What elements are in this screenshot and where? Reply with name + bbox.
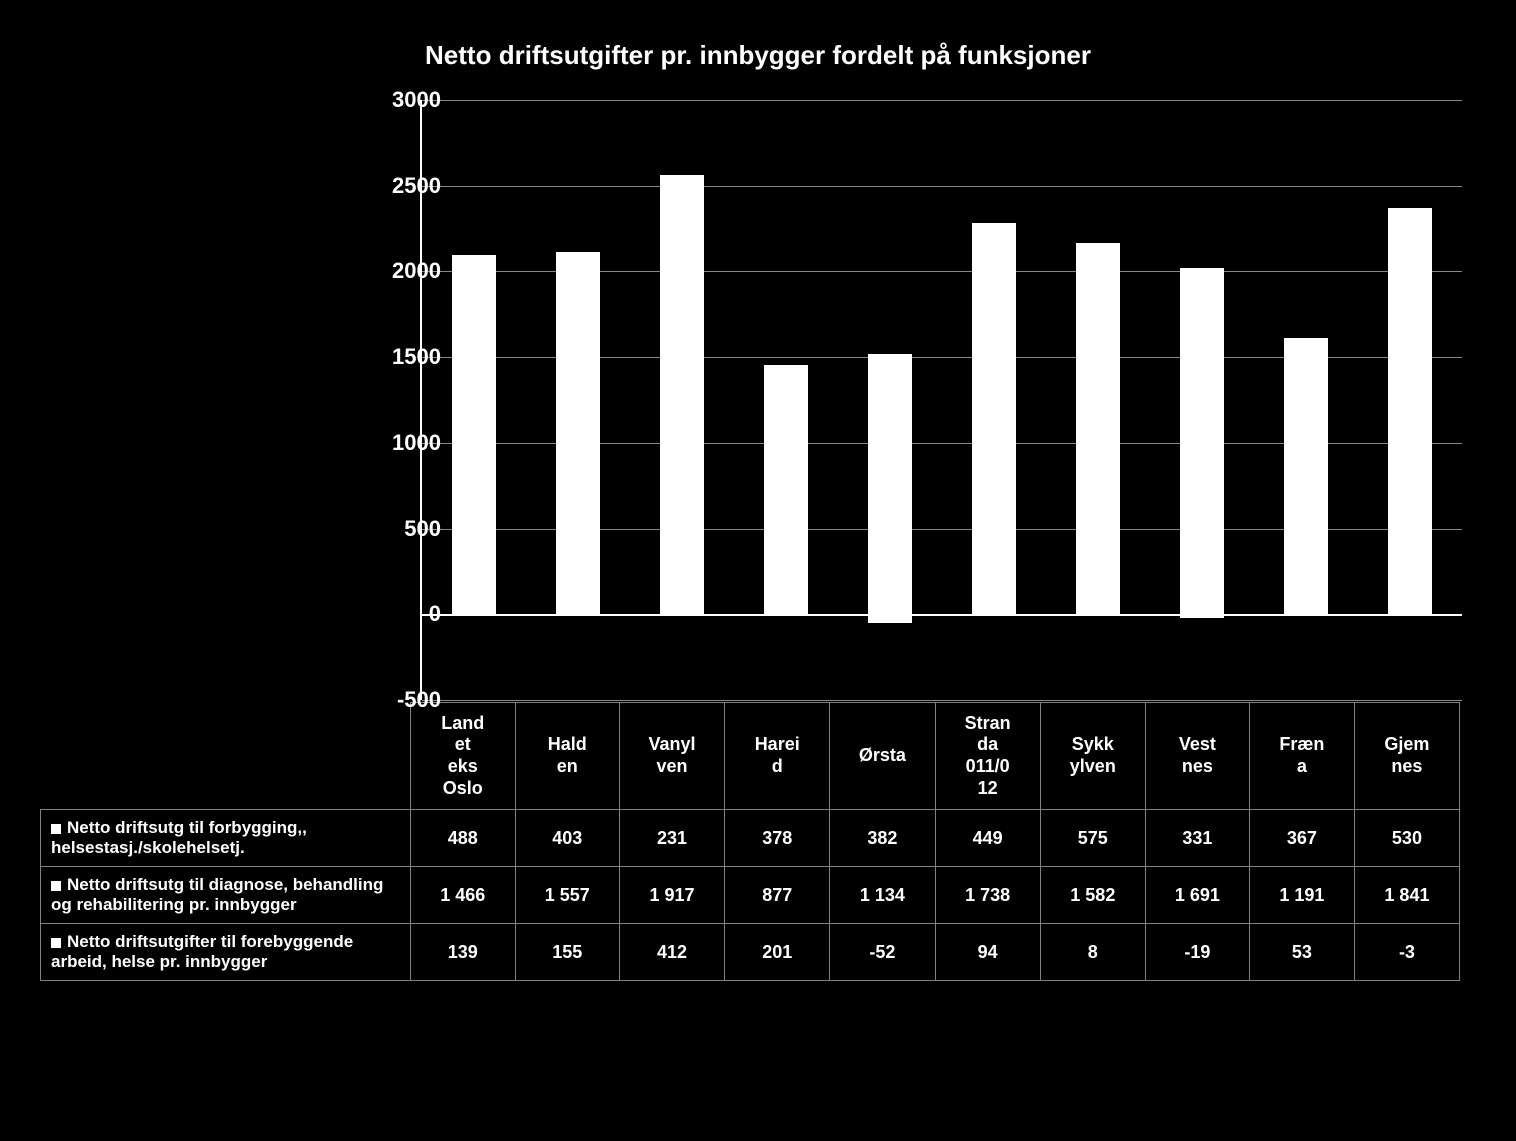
data-cell: 94	[935, 924, 1040, 981]
bar-negative	[868, 614, 912, 623]
data-cell: 1 582	[1040, 867, 1145, 924]
data-cell: 231	[619, 810, 724, 867]
y-tick-label: 500	[381, 516, 441, 542]
table-row: Netto driftsutgifter til forebyggende ar…	[41, 924, 1460, 981]
bar	[868, 354, 912, 614]
data-cell: 1 466	[410, 867, 515, 924]
bar	[1388, 208, 1432, 614]
data-cell: 201	[725, 924, 830, 981]
x-label: LandeteksOslo	[410, 703, 515, 810]
table-header-row: LandeteksOslo Halden Vanylven Hareid Ørs…	[41, 703, 1460, 810]
series-label: Netto driftsutg til forbygging,, helsest…	[41, 810, 411, 867]
data-cell: 53	[1249, 924, 1354, 981]
data-cell: 1 738	[935, 867, 1040, 924]
data-cell: 139	[410, 924, 515, 981]
data-cell: 367	[1249, 810, 1354, 867]
empty-header	[41, 703, 411, 810]
data-cell: -52	[830, 924, 935, 981]
y-tick-label: 3000	[381, 87, 441, 113]
data-cell: 877	[725, 867, 830, 924]
x-label: Vanylven	[619, 703, 724, 810]
series-label: Netto driftsutgifter til forebyggende ar…	[41, 924, 411, 981]
data-cell: 378	[725, 810, 830, 867]
x-label: Halden	[515, 703, 619, 810]
data-table: LandeteksOslo Halden Vanylven Hareid Ørs…	[40, 702, 1460, 981]
y-tick-label: 2500	[381, 173, 441, 199]
x-label: Sykkylven	[1040, 703, 1145, 810]
gridline	[422, 186, 1462, 187]
bar-negative	[1180, 614, 1224, 617]
y-tick-label: 2000	[381, 258, 441, 284]
data-cell: 8	[1040, 924, 1145, 981]
x-label: Stranda011/012	[935, 703, 1040, 810]
data-cell: 1 191	[1249, 867, 1354, 924]
bar	[660, 175, 704, 614]
chart-title: Netto driftsutgifter pr. innbygger forde…	[20, 40, 1496, 71]
y-tick-label: 0	[381, 601, 441, 627]
data-cell: 155	[515, 924, 619, 981]
data-cell: 1 691	[1145, 867, 1249, 924]
x-label: Gjemnes	[1354, 703, 1459, 810]
x-label: Fræna	[1249, 703, 1354, 810]
bar	[1076, 243, 1120, 614]
y-tick-label: -500	[381, 687, 441, 713]
data-cell: 575	[1040, 810, 1145, 867]
data-cell: 382	[830, 810, 935, 867]
data-cell: 488	[410, 810, 515, 867]
bar	[1180, 268, 1224, 615]
bar	[452, 255, 496, 614]
bar	[1284, 338, 1328, 614]
y-tick-label: 1000	[381, 430, 441, 456]
table-row: Netto driftsutg til diagnose, behandling…	[41, 867, 1460, 924]
legend-marker-icon	[51, 824, 61, 834]
bar-negative	[1388, 614, 1432, 615]
data-cell: -19	[1145, 924, 1249, 981]
data-cell: 530	[1354, 810, 1459, 867]
data-cell: 403	[515, 810, 619, 867]
data-cell: 1 134	[830, 867, 935, 924]
gridline	[422, 700, 1462, 701]
data-cell: -3	[1354, 924, 1459, 981]
data-cell: 1 841	[1354, 867, 1459, 924]
bar	[764, 365, 808, 615]
plot-area	[420, 100, 1462, 700]
series-label: Netto driftsutg til diagnose, behandling…	[41, 867, 411, 924]
x-label: Ørsta	[830, 703, 935, 810]
y-tick-label: 1500	[381, 344, 441, 370]
legend-marker-icon	[51, 938, 61, 948]
x-label: Vestnes	[1145, 703, 1249, 810]
zero-line	[422, 614, 1462, 616]
data-cell: 331	[1145, 810, 1249, 867]
x-label: Hareid	[725, 703, 830, 810]
data-cell: 1 557	[515, 867, 619, 924]
data-cell: 449	[935, 810, 1040, 867]
bar	[556, 252, 600, 615]
chart-container: Netto driftsutgifter pr. innbygger forde…	[20, 20, 1496, 1121]
data-cell: 412	[619, 924, 724, 981]
legend-marker-icon	[51, 881, 61, 891]
bar	[972, 223, 1016, 614]
data-cell: 1 917	[619, 867, 724, 924]
gridline	[422, 100, 1462, 101]
table-row: Netto driftsutg til forbygging,, helsest…	[41, 810, 1460, 867]
